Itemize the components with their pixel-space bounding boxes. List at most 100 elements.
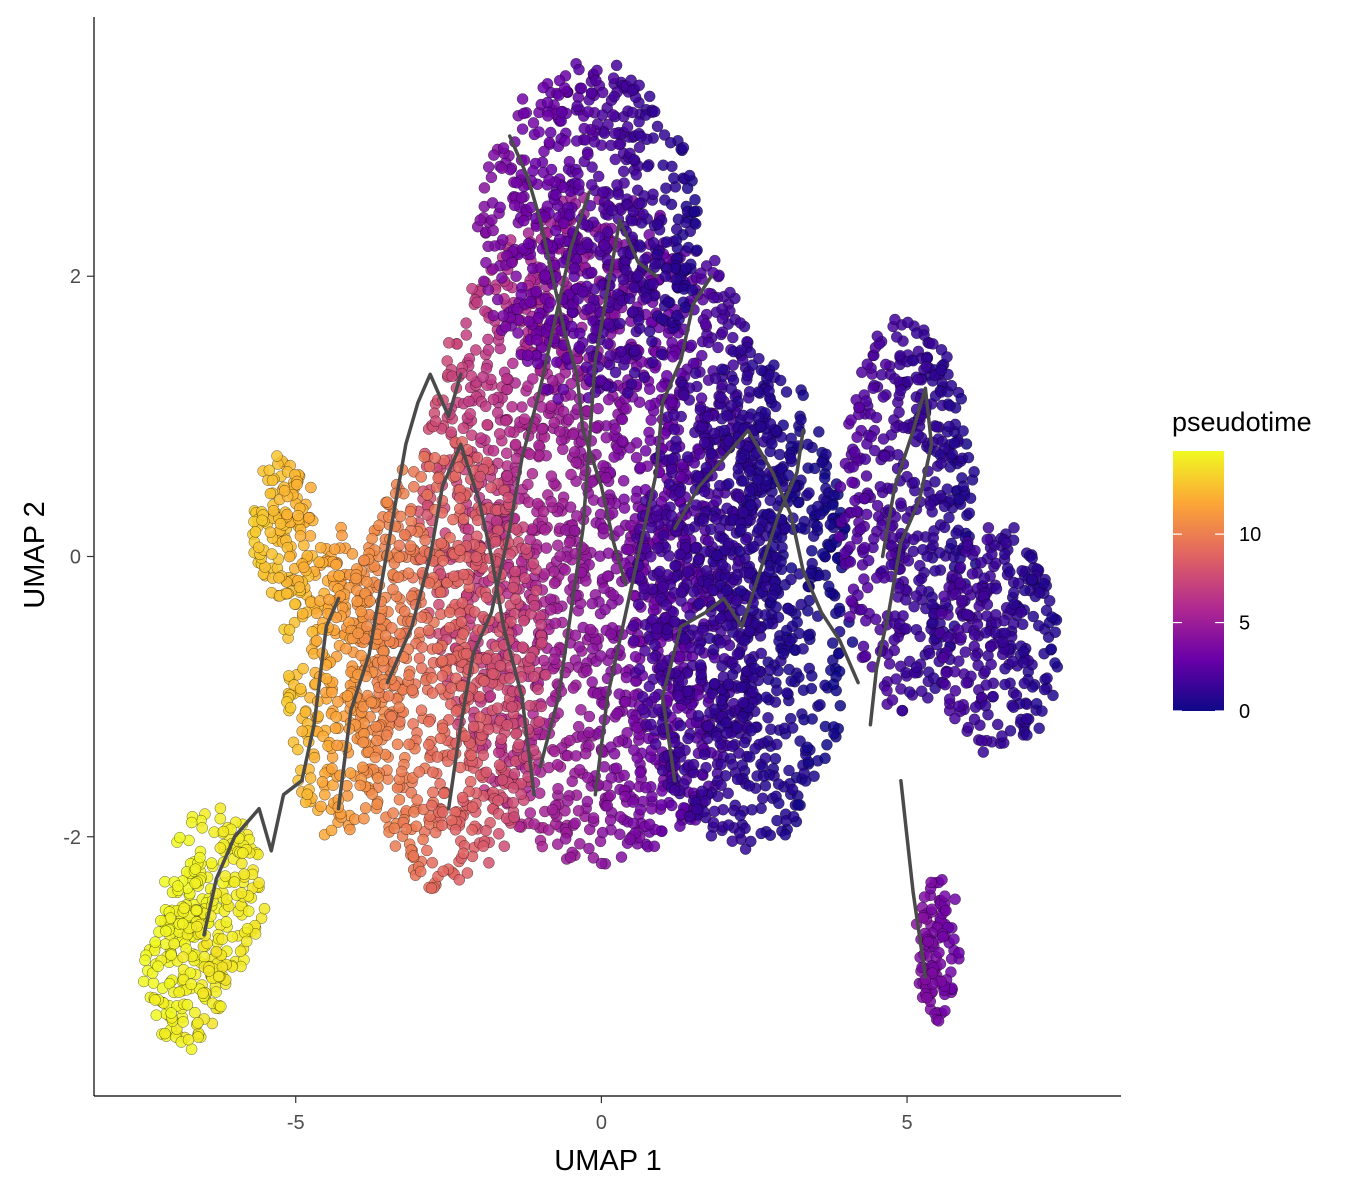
data-point <box>528 600 541 612</box>
data-point <box>672 689 685 702</box>
data-point <box>808 770 820 782</box>
data-point <box>986 548 998 560</box>
data-point <box>637 690 649 703</box>
data-point <box>806 557 818 570</box>
data-point <box>573 63 585 76</box>
data-point <box>883 658 896 670</box>
data-point <box>752 473 764 486</box>
data-point <box>421 844 433 857</box>
data-point <box>879 358 892 371</box>
data-point <box>1007 618 1020 630</box>
data-point <box>771 738 783 751</box>
data-point <box>611 708 623 720</box>
data-point <box>570 456 582 469</box>
data-point <box>539 524 551 536</box>
data-point <box>649 738 662 750</box>
data-point <box>421 489 434 501</box>
data-point <box>792 799 804 811</box>
data-point <box>783 663 795 676</box>
data-point <box>393 551 405 563</box>
data-point <box>849 446 861 458</box>
data-point <box>552 782 564 795</box>
data-point <box>968 466 980 478</box>
data-point <box>649 639 661 651</box>
data-point <box>683 523 695 536</box>
data-point <box>670 234 683 246</box>
data-point <box>613 525 625 537</box>
data-point <box>523 315 535 328</box>
data-point <box>763 385 775 397</box>
data-point <box>431 751 444 763</box>
data-point <box>845 594 857 607</box>
data-point <box>590 74 602 87</box>
data-point <box>617 165 630 178</box>
data-point <box>806 713 818 725</box>
data-point <box>552 539 564 552</box>
data-point <box>737 475 750 487</box>
data-point <box>811 520 823 532</box>
data-point <box>480 766 493 779</box>
data-point <box>502 491 515 504</box>
data-point <box>575 704 587 716</box>
data-point <box>464 775 477 788</box>
data-point <box>716 559 729 571</box>
data-point <box>956 594 968 607</box>
data-point <box>457 422 470 435</box>
data-point <box>628 154 640 166</box>
data-point <box>871 499 884 512</box>
data-point <box>509 438 522 451</box>
data-point <box>953 700 965 712</box>
data-point <box>613 138 625 151</box>
data-point <box>524 296 536 308</box>
data-point <box>663 550 675 562</box>
data-point <box>692 710 705 722</box>
data-point <box>454 492 466 504</box>
data-point <box>404 540 417 552</box>
data-point <box>731 594 743 607</box>
data-point <box>493 428 506 440</box>
data-point <box>695 392 708 404</box>
data-point <box>582 148 594 161</box>
data-point <box>447 513 459 526</box>
data-point <box>507 357 519 370</box>
data-point <box>910 327 923 339</box>
data-point <box>743 751 756 763</box>
data-point <box>1049 626 1062 638</box>
data-point <box>977 746 990 758</box>
data-point <box>608 748 621 760</box>
data-point <box>700 565 713 577</box>
data-point <box>865 430 878 443</box>
data-point <box>670 273 682 286</box>
data-point <box>522 478 534 491</box>
data-point <box>443 337 455 349</box>
data-point <box>655 799 668 811</box>
data-point <box>784 712 797 725</box>
data-point <box>712 790 724 803</box>
data-point <box>735 344 748 356</box>
data-point <box>785 452 797 465</box>
data-point <box>975 556 987 569</box>
data-point <box>400 823 412 835</box>
data-point <box>892 449 904 461</box>
data-point <box>692 553 705 566</box>
data-point <box>544 126 557 139</box>
data-point <box>577 286 589 298</box>
data-point <box>586 676 598 688</box>
data-point <box>470 551 482 563</box>
data-point <box>477 749 490 762</box>
data-point <box>877 391 890 403</box>
data-point <box>747 686 759 698</box>
data-point <box>656 313 668 325</box>
data-point <box>581 665 593 677</box>
data-point <box>844 556 857 568</box>
data-point <box>457 513 470 525</box>
data-point <box>371 798 383 810</box>
data-point <box>512 327 524 339</box>
data-point <box>575 82 588 95</box>
data-point <box>721 584 733 597</box>
data-point <box>743 385 756 398</box>
data-point <box>595 857 608 870</box>
data-point <box>583 842 595 855</box>
data-point <box>954 561 967 573</box>
data-point <box>610 762 623 774</box>
